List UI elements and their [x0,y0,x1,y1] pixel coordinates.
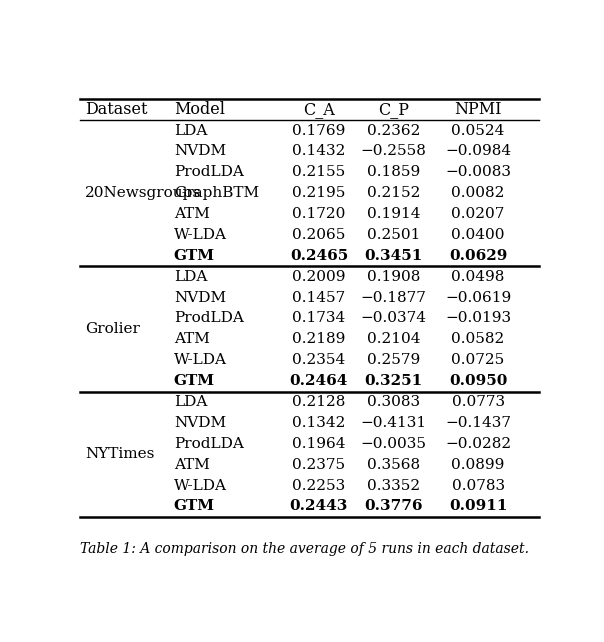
Text: 0.0498: 0.0498 [451,270,505,284]
Text: GTM: GTM [174,499,215,514]
Text: −0.4131: −0.4131 [361,416,427,430]
Text: 0.1769: 0.1769 [292,124,345,137]
Text: Grolier: Grolier [85,322,140,336]
Text: 0.0950: 0.0950 [449,374,507,388]
Text: 0.1734: 0.1734 [292,311,345,325]
Text: 0.0725: 0.0725 [451,353,505,367]
Text: −0.0035: −0.0035 [361,437,427,451]
Text: ATM: ATM [174,333,210,347]
Text: 0.3451: 0.3451 [365,249,423,263]
Text: 0.0629: 0.0629 [449,249,507,263]
Text: 0.2195: 0.2195 [292,186,345,200]
Text: 0.3352: 0.3352 [367,478,420,492]
Text: 0.2009: 0.2009 [292,270,345,284]
Text: 0.2465: 0.2465 [290,249,348,263]
Text: 0.2152: 0.2152 [367,186,420,200]
Text: LDA: LDA [174,270,207,284]
Text: −0.0193: −0.0193 [445,311,511,325]
Text: LDA: LDA [174,395,207,409]
Text: 0.3083: 0.3083 [367,395,420,409]
Text: C_A: C_A [303,101,335,118]
Text: 0.1720: 0.1720 [292,207,345,221]
Text: 0.3251: 0.3251 [365,374,423,388]
Text: 0.2065: 0.2065 [292,228,345,242]
Text: LDA: LDA [174,124,207,137]
Text: −0.0282: −0.0282 [445,437,511,451]
Text: 0.0582: 0.0582 [451,333,505,347]
Text: 0.2579: 0.2579 [367,353,420,367]
Text: 0.2189: 0.2189 [292,333,345,347]
Text: NVDM: NVDM [174,291,226,304]
Text: NYTimes: NYTimes [85,447,154,461]
Text: W-LDA: W-LDA [174,353,226,367]
Text: 0.1457: 0.1457 [292,291,345,304]
Text: −0.1877: −0.1877 [361,291,427,304]
Text: 0.2375: 0.2375 [292,458,345,472]
Text: Table 1: A comparison on the average of 5 runs in each dataset.: Table 1: A comparison on the average of … [80,542,529,555]
Text: 0.1964: 0.1964 [292,437,345,451]
Text: 0.1859: 0.1859 [367,166,420,179]
Text: 0.1342: 0.1342 [292,416,345,430]
Text: Dataset: Dataset [85,101,147,118]
Text: W-LDA: W-LDA [174,478,226,492]
Text: 0.1432: 0.1432 [292,144,345,159]
Text: 20Newsgroups: 20Newsgroups [85,186,201,200]
Text: 0.2501: 0.2501 [367,228,420,242]
Text: ATM: ATM [174,458,210,472]
Text: −0.1437: −0.1437 [445,416,511,430]
Text: 0.1908: 0.1908 [367,270,420,284]
Text: 0.3568: 0.3568 [367,458,420,472]
Text: NVDM: NVDM [174,416,226,430]
Text: ProdLDA: ProdLDA [174,437,243,451]
Text: 0.0082: 0.0082 [451,186,505,200]
Text: 0.2128: 0.2128 [292,395,345,409]
Text: 0.2155: 0.2155 [292,166,345,179]
Text: W-LDA: W-LDA [174,228,226,242]
Text: Model: Model [174,101,225,118]
Text: −0.2558: −0.2558 [361,144,427,159]
Text: 0.0783: 0.0783 [452,478,504,492]
Text: 0.3776: 0.3776 [365,499,423,514]
Text: 0.1914: 0.1914 [367,207,420,221]
Text: 0.2464: 0.2464 [290,374,348,388]
Text: 0.0911: 0.0911 [449,499,507,514]
Text: NVDM: NVDM [174,144,226,159]
Text: ProdLDA: ProdLDA [174,311,243,325]
Text: 0.0400: 0.0400 [451,228,505,242]
Text: GTM: GTM [174,249,215,263]
Text: GTM: GTM [174,374,215,388]
Text: −0.0083: −0.0083 [445,166,511,179]
Text: 0.2354: 0.2354 [292,353,345,367]
Text: 0.0773: 0.0773 [452,395,504,409]
Text: C_P: C_P [378,101,410,118]
Text: −0.0619: −0.0619 [445,291,511,304]
Text: 0.2362: 0.2362 [367,124,420,137]
Text: −0.0984: −0.0984 [445,144,511,159]
Text: 0.2104: 0.2104 [367,333,420,347]
Text: NPMI: NPMI [454,101,502,118]
Text: 0.2443: 0.2443 [290,499,348,514]
Text: ATM: ATM [174,207,210,221]
Text: ProdLDA: ProdLDA [174,166,243,179]
Text: 0.0524: 0.0524 [451,124,505,137]
Text: 0.0899: 0.0899 [451,458,505,472]
Text: 0.2253: 0.2253 [292,478,345,492]
Text: 0.0207: 0.0207 [451,207,505,221]
Text: GraphBTM: GraphBTM [174,186,259,200]
Text: −0.0374: −0.0374 [361,311,427,325]
